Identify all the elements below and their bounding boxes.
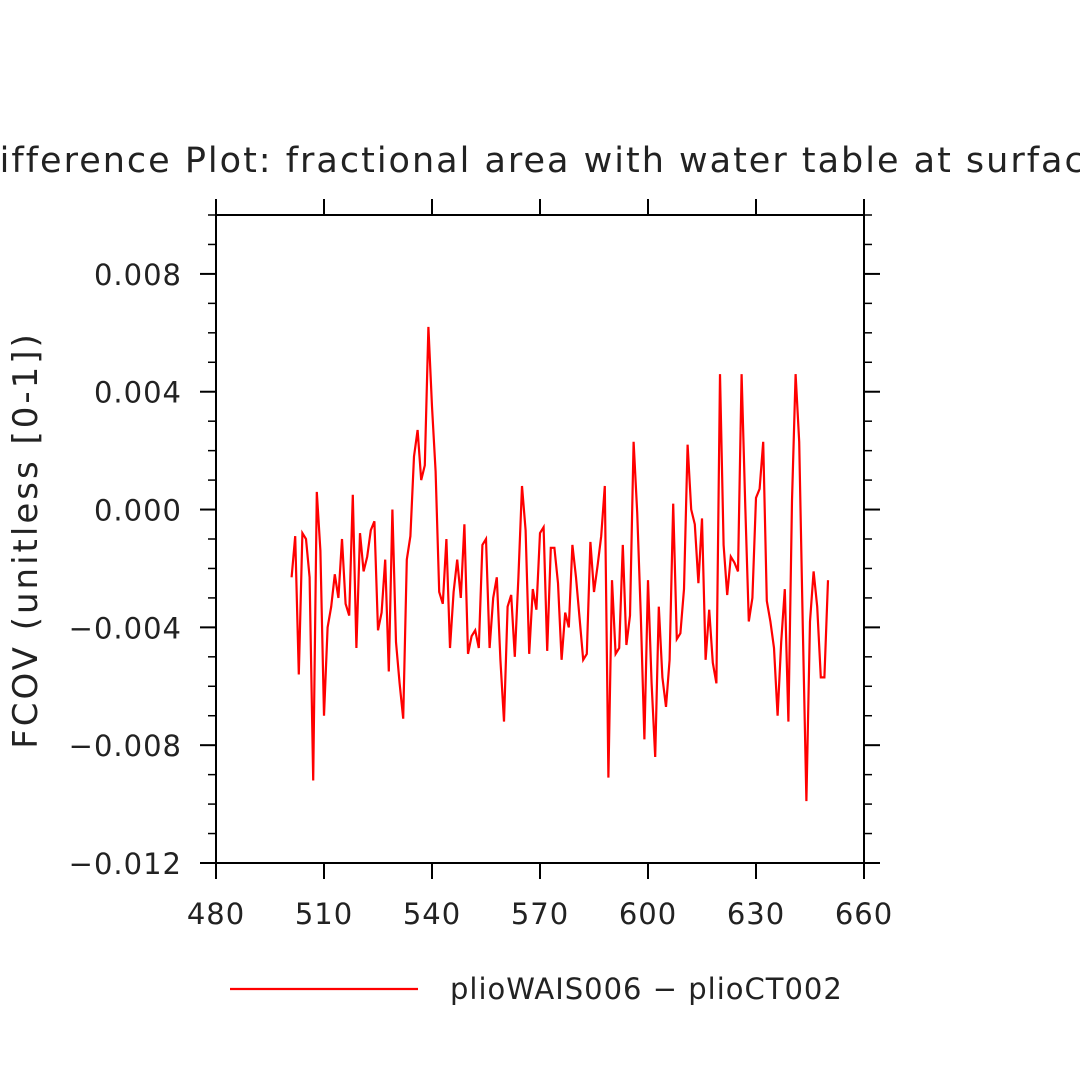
series-line bbox=[290, 326, 830, 802]
x-tick-label: 630 bbox=[727, 897, 785, 931]
x-tick-label: 540 bbox=[403, 897, 461, 931]
x-tick-label: 510 bbox=[295, 897, 353, 931]
chart-title: Difference Plot: fractional area with wa… bbox=[0, 141, 1080, 181]
y-tick-label: −0.008 bbox=[69, 729, 182, 763]
y-tick-label: −0.012 bbox=[69, 847, 182, 881]
y-tick-label: 0.008 bbox=[94, 258, 182, 292]
legend: plioWAIS006 − plioCT002 bbox=[230, 972, 843, 1006]
x-tick-label: 600 bbox=[619, 897, 677, 931]
x-tick-label: 660 bbox=[835, 897, 893, 931]
y-tick-label: −0.004 bbox=[69, 611, 182, 645]
x-tick-label: 480 bbox=[187, 897, 245, 931]
legend-label: plioWAIS006 − plioCT002 bbox=[450, 972, 843, 1006]
axes: 480 510 540 570 600 630 660 −0.012 −0.008 −0.004 0… bbox=[69, 199, 893, 931]
y-axis-label: FCOV (unitless [0-1]) bbox=[6, 331, 46, 749]
x-tick-label: 570 bbox=[511, 897, 569, 931]
y-tick-label: 0.000 bbox=[94, 494, 182, 528]
y-tick-label: 0.004 bbox=[94, 376, 182, 410]
